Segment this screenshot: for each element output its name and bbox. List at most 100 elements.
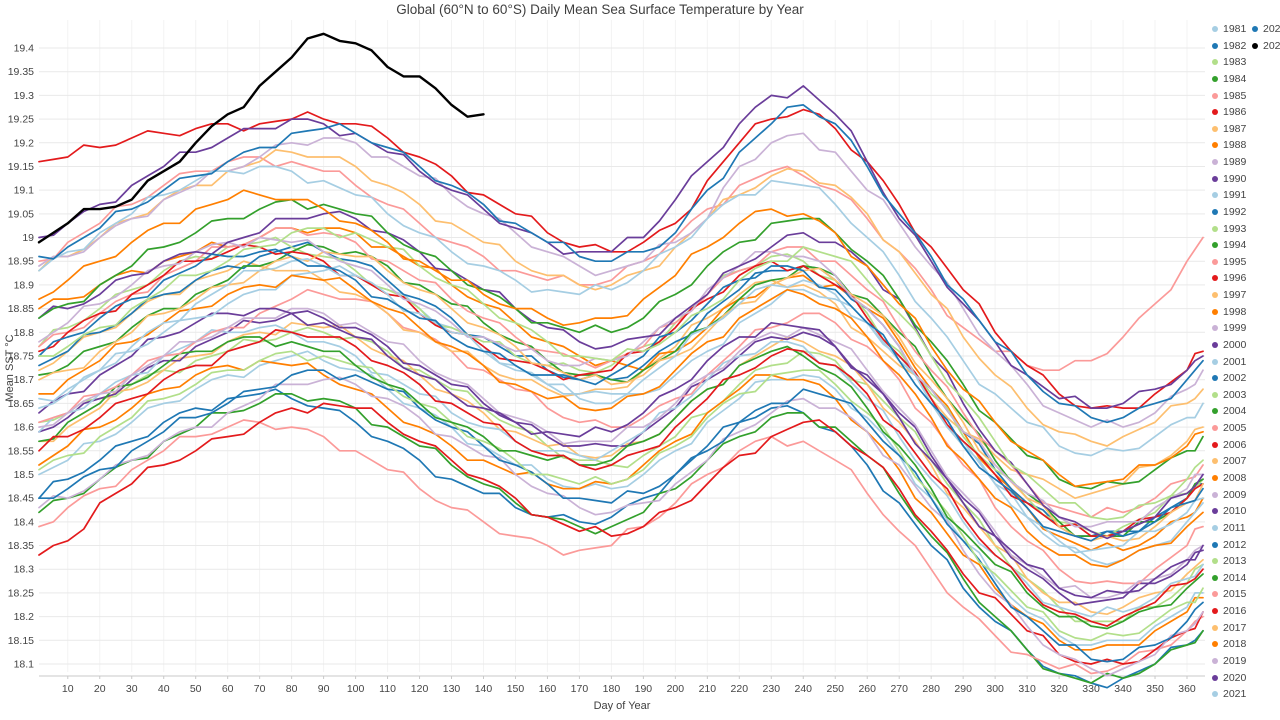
legend-label: 2021 xyxy=(1223,688,1247,701)
y-tick-label: 18.1 xyxy=(14,659,35,671)
series-line-1993[interactable] xyxy=(38,350,1204,642)
x-tick-label: 300 xyxy=(986,683,1004,695)
y-tick-label: 18.25 xyxy=(8,587,34,599)
legend-label: 1995 xyxy=(1223,255,1247,268)
legend-item-2020[interactable]: 2020 xyxy=(1212,670,1246,686)
series-line-1985[interactable] xyxy=(38,419,1204,675)
series-line-2008[interactable] xyxy=(38,274,1204,568)
legend-item-2001[interactable]: 2001 xyxy=(1212,354,1246,370)
series-line-2004[interactable] xyxy=(38,243,1204,537)
legend-item-1999[interactable]: 1999 xyxy=(1212,320,1246,336)
legend-marker-2020 xyxy=(1212,674,1218,681)
legend-item-1992[interactable]: 1992 xyxy=(1212,204,1246,220)
legend-item-2002[interactable]: 2002 xyxy=(1212,370,1246,386)
legend-item-2015[interactable]: 2015 xyxy=(1212,586,1246,602)
legend-item-1982[interactable]: 1982 xyxy=(1212,38,1246,54)
legend-label: 1998 xyxy=(1223,305,1247,318)
legend-item-1998[interactable]: 1998 xyxy=(1212,304,1246,320)
legend-marker-2018 xyxy=(1212,641,1218,648)
legend-item-2004[interactable]: 2004 xyxy=(1212,403,1246,419)
legend-item-2007[interactable]: 2007 xyxy=(1212,453,1246,469)
legend-item-2005[interactable]: 2005 xyxy=(1212,420,1246,436)
series-line-1989[interactable] xyxy=(38,376,1204,677)
series-line-2006[interactable] xyxy=(38,243,1204,537)
series-line-1999[interactable] xyxy=(38,307,1204,599)
legend-item-2008[interactable]: 2008 xyxy=(1212,470,1246,486)
legend-label: 2019 xyxy=(1223,654,1247,667)
legend-item-2013[interactable]: 2013 xyxy=(1212,553,1246,569)
legend-marker-2002 xyxy=(1212,375,1218,382)
legend-item-1985[interactable]: 1985 xyxy=(1212,88,1246,104)
legend-item-2016[interactable]: 2016 xyxy=(1212,603,1246,619)
x-tick-label: 270 xyxy=(890,683,908,695)
legend-item-1981[interactable]: 1981 xyxy=(1212,21,1246,37)
series-line-2013[interactable] xyxy=(38,227,1204,521)
series-line-2011[interactable] xyxy=(38,258,1204,554)
series-line-2002[interactable] xyxy=(38,241,1204,537)
series-line-2020[interactable] xyxy=(38,85,1204,409)
y-tick-label: 18.95 xyxy=(8,256,34,268)
legend-item-2012[interactable]: 2012 xyxy=(1212,537,1246,553)
legend-item-2010[interactable]: 2010 xyxy=(1212,503,1246,519)
series-line-1998[interactable] xyxy=(38,227,1204,552)
legend-label: 2013 xyxy=(1223,555,1247,568)
legend-item-2000[interactable]: 2000 xyxy=(1212,337,1246,353)
legend-item-2006[interactable]: 2006 xyxy=(1212,437,1246,453)
series-line-1992[interactable] xyxy=(38,369,1204,663)
series-line-2010[interactable] xyxy=(38,210,1204,540)
legend-item-1990[interactable]: 1990 xyxy=(1212,171,1246,187)
series-line-2021[interactable] xyxy=(38,165,1204,457)
legend-item-1991[interactable]: 1991 xyxy=(1212,187,1246,203)
legend-marker-1996 xyxy=(1212,275,1218,282)
legend-item-1996[interactable]: 1996 xyxy=(1212,270,1246,286)
series-line-2009[interactable] xyxy=(38,236,1204,528)
legend-item-1986[interactable]: 1986 xyxy=(1212,104,1246,120)
legend-label: 1982 xyxy=(1223,39,1247,52)
legend-item-1995[interactable]: 1995 xyxy=(1212,254,1246,270)
x-tick-label: 350 xyxy=(1146,683,1164,695)
legend-item-2011[interactable]: 2011 xyxy=(1212,520,1246,536)
series-line-1983[interactable] xyxy=(38,326,1204,623)
legend-item-1983[interactable]: 1983 xyxy=(1212,54,1246,70)
legend-item-1997[interactable]: 1997 xyxy=(1212,287,1246,303)
legend-item-1989[interactable]: 1989 xyxy=(1212,154,1246,170)
legend-item-2014[interactable]: 2014 xyxy=(1212,570,1246,586)
series-line-1996[interactable] xyxy=(38,329,1204,627)
legend-item-2019[interactable]: 2019 xyxy=(1212,653,1246,669)
series-line-2000[interactable] xyxy=(38,307,1204,599)
legend-marker-2015 xyxy=(1212,591,1218,598)
legend-item-2018[interactable]: 2018 xyxy=(1212,636,1246,652)
series-line-2001[interactable] xyxy=(38,265,1204,566)
series-line-2018[interactable] xyxy=(38,189,1204,488)
legend-marker-2000 xyxy=(1212,341,1218,348)
series-line-1994[interactable] xyxy=(38,336,1204,630)
legend-item-1984[interactable]: 1984 xyxy=(1212,71,1246,87)
legend-item-2003[interactable]: 2003 xyxy=(1212,387,1246,403)
series-line-2019[interactable] xyxy=(38,132,1204,428)
series-line-2023[interactable] xyxy=(37,32,485,244)
legend-item-1987[interactable]: 1987 xyxy=(1212,121,1246,137)
legend-item-2009[interactable]: 2009 xyxy=(1212,487,1246,503)
series-line-2014[interactable] xyxy=(38,198,1204,490)
legend-item-1993[interactable]: 1993 xyxy=(1212,221,1246,237)
series-line-1988[interactable] xyxy=(38,359,1204,651)
series-line-1995[interactable] xyxy=(38,288,1204,585)
legend-marker-2014 xyxy=(1212,574,1218,581)
series-line-1991[interactable] xyxy=(38,324,1204,618)
series-line-2007[interactable] xyxy=(38,250,1204,542)
legend-item-1988[interactable]: 1988 xyxy=(1212,137,1246,153)
series-line-1981[interactable] xyxy=(38,350,1204,646)
legend-item-1994[interactable]: 1994 xyxy=(1212,237,1246,253)
legend-label: 1989 xyxy=(1223,156,1247,169)
series-line-1986[interactable] xyxy=(38,402,1204,665)
series-line-1984[interactable] xyxy=(38,393,1204,684)
x-axis-title: Day of Year xyxy=(593,700,651,712)
y-tick-label: 18.65 xyxy=(8,398,34,410)
series-line-2022[interactable] xyxy=(38,104,1204,424)
legend-item-2017[interactable]: 2017 xyxy=(1212,620,1246,636)
legend-item-2021[interactable]: 2021 xyxy=(1212,686,1246,702)
